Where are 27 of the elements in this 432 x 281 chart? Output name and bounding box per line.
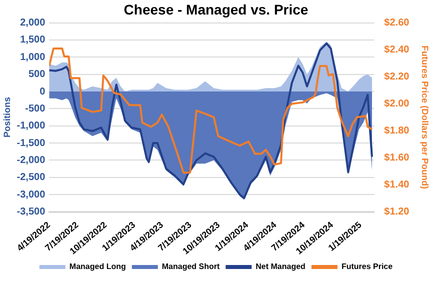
y-tick-label: -2,500	[16, 172, 46, 184]
y-tick-label: 2,000	[20, 18, 46, 29]
y-tick-label: -3,000	[16, 189, 46, 200]
legend-label: Net Managed	[256, 262, 306, 272]
legend-label: Managed Long	[69, 262, 126, 272]
chart-title: Cheese - Managed vs. Price	[124, 1, 308, 18]
y-tick-label: -1,000	[16, 120, 46, 132]
y-axis-title: Positions	[2, 97, 12, 138]
y-tick-label: 500	[28, 69, 46, 80]
y-tick-label: 0	[40, 86, 46, 98]
y2-tick-label: $2.40	[384, 44, 410, 56]
y2-tick-label: $1.60	[384, 152, 410, 164]
y-tick-label: -2,000	[16, 154, 46, 166]
y-tick-label: -3,500	[16, 206, 46, 218]
y2-axis-title: Futures Price (Dollars per Pound)	[420, 46, 430, 190]
legend-label: Managed Short	[162, 262, 220, 272]
y-tick-label: -500	[25, 103, 46, 114]
y2-tick-label: $1.80	[384, 126, 410, 137]
y-tick-label: 1,000	[20, 52, 46, 63]
y2-tick-label: $2.00	[384, 98, 410, 110]
y-tick-label: -1,500	[16, 138, 46, 149]
y2-tick-label: $1.20	[384, 206, 410, 218]
y2-tick-label: $1.40	[384, 180, 410, 191]
y2-tick-label: $2.60	[384, 18, 410, 29]
y-tick-label: 1,500	[20, 34, 46, 46]
legend-label: Futures Price	[341, 262, 394, 272]
y2-tick-label: $2.20	[384, 72, 410, 83]
